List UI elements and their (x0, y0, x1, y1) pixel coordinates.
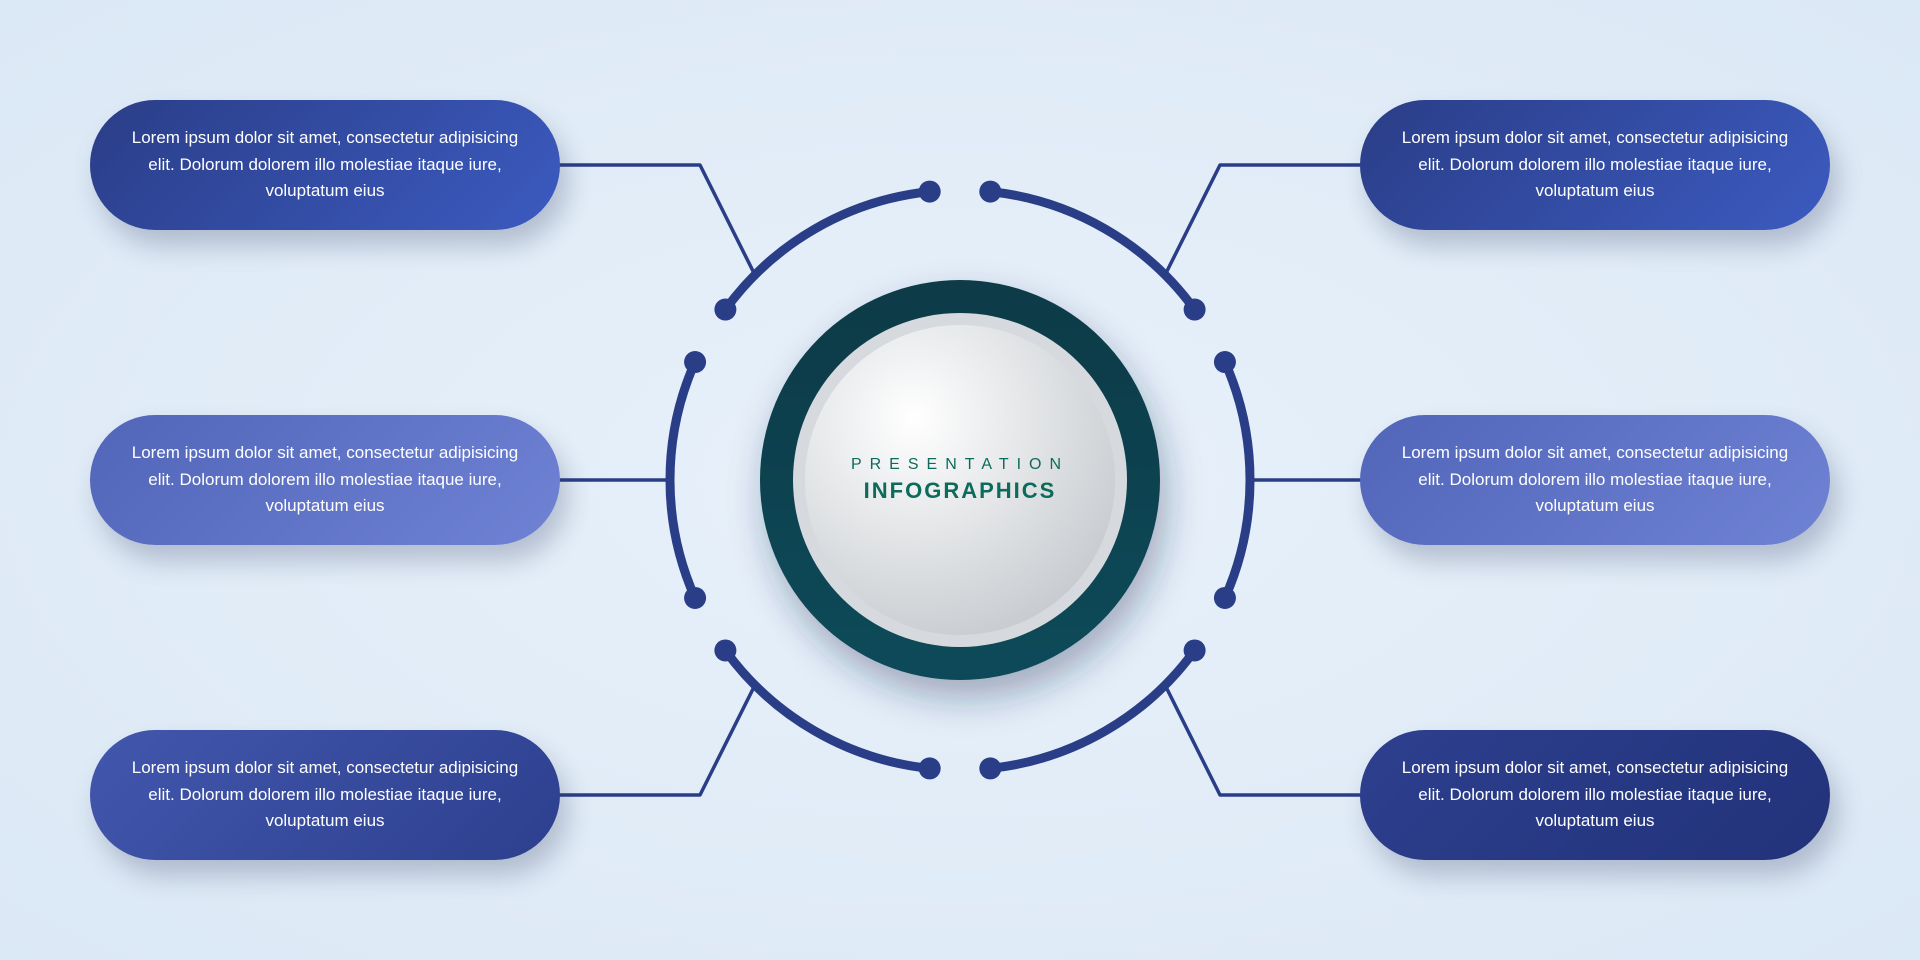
orbit-dot (1184, 299, 1206, 321)
orbit-arc (670, 362, 695, 598)
orbit-dot (714, 639, 736, 661)
connector-line (560, 165, 755, 275)
orbit-dot (714, 299, 736, 321)
info-card-text: Lorem ipsum dolor sit amet, consectetur … (1400, 755, 1790, 834)
orbit-dot (684, 587, 706, 609)
info-card-mid-left: Lorem ipsum dolor sit amet, consectetur … (90, 415, 560, 545)
info-card-text: Lorem ipsum dolor sit amet, consectetur … (1400, 440, 1790, 519)
orbit-dot (979, 181, 1001, 203)
orbit-arc (1225, 362, 1250, 598)
info-card-bottom-right: Lorem ipsum dolor sit amet, consectetur … (1360, 730, 1830, 860)
center-title: PRESENTATION (851, 456, 1069, 474)
orbit-arc (725, 192, 929, 310)
center-subtitle: INFOGRAPHICS (864, 478, 1057, 504)
connector-line (1165, 685, 1360, 795)
orbit-dot (1214, 351, 1236, 373)
info-card-text: Lorem ipsum dolor sit amet, consectetur … (130, 125, 520, 204)
info-card-bottom-left: Lorem ipsum dolor sit amet, consectetur … (90, 730, 560, 860)
orbit-dot (684, 351, 706, 373)
orbit-dot (919, 757, 941, 779)
info-card-text: Lorem ipsum dolor sit amet, consectetur … (130, 755, 520, 834)
orbit-dot (979, 757, 1001, 779)
info-card-text: Lorem ipsum dolor sit amet, consectetur … (130, 440, 520, 519)
center-hub: PRESENTATION INFOGRAPHICS (805, 325, 1115, 635)
info-card-top-left: Lorem ipsum dolor sit amet, consectetur … (90, 100, 560, 230)
orbit-arc (725, 650, 929, 768)
orbit-arc (990, 650, 1194, 768)
info-card-mid-right: Lorem ipsum dolor sit amet, consectetur … (1360, 415, 1830, 545)
info-card-text: Lorem ipsum dolor sit amet, consectetur … (1400, 125, 1790, 204)
orbit-dot (1184, 639, 1206, 661)
info-card-top-right: Lorem ipsum dolor sit amet, consectetur … (1360, 100, 1830, 230)
infographic-canvas: Lorem ipsum dolor sit amet, consectetur … (0, 0, 1920, 960)
orbit-dot (1214, 587, 1236, 609)
orbit-dot (919, 181, 941, 203)
connector-line (560, 685, 755, 795)
connector-line (1165, 165, 1360, 275)
orbit-arc (990, 192, 1194, 310)
